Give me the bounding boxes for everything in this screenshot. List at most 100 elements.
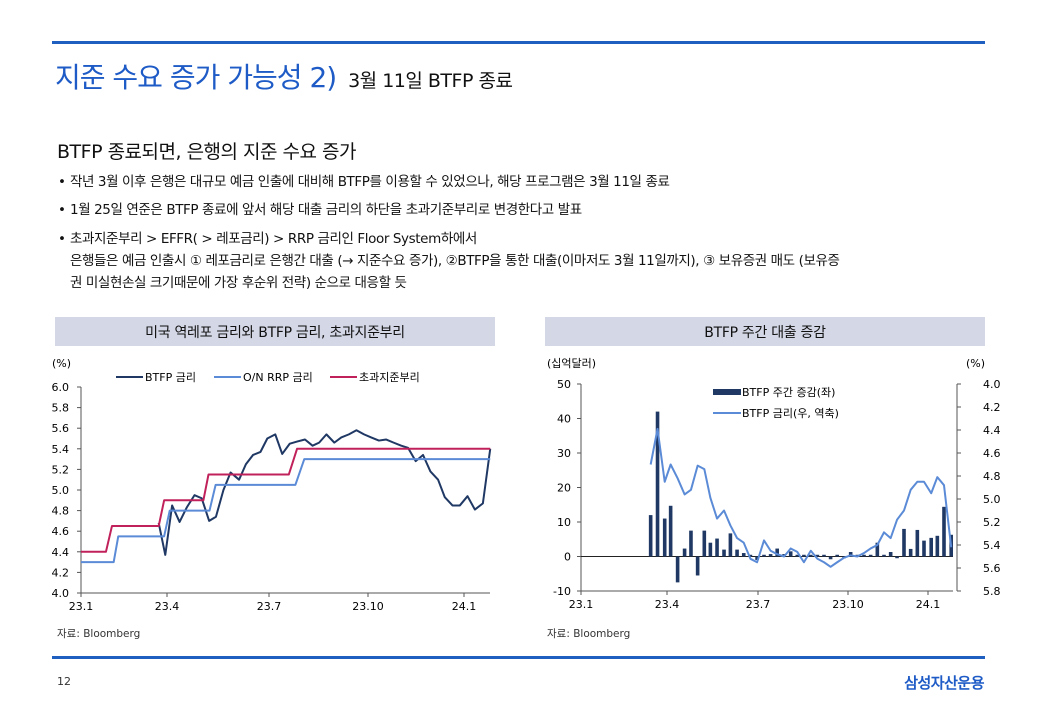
y-tick-label-left: 30 <box>557 447 571 460</box>
bar <box>935 535 940 557</box>
x-tick-label: 24.1 <box>452 600 477 613</box>
bar <box>762 554 766 557</box>
y-tick-label-right: 4.6 <box>983 447 1001 460</box>
y-tick-label-left: 40 <box>557 413 571 426</box>
bullet-text: 작년 3월 이후 은행은 대규모 예금 인출에 대비해 BTFP를 이용할 수 … <box>70 174 670 190</box>
bar <box>908 548 913 557</box>
bullet-text: 초과지준부리 > EFFR( > 레포금리) > RRP 금리인 Floor S… <box>70 231 477 247</box>
y-tick-label-left: 50 <box>557 378 571 391</box>
y-tick-label: 5.4 <box>52 443 70 456</box>
y-tick-label-left: -10 <box>553 585 571 598</box>
page-number: 12 <box>57 675 71 688</box>
y-tick-label-left: 0 <box>564 551 571 564</box>
y-tick-label-right: 4.2 <box>983 401 1001 414</box>
bullet-text: 1월 25일 연준은 BTFP 종료에 앞서 해당 대출 금리의 하단을 초과기… <box>70 202 582 218</box>
bar <box>655 411 660 557</box>
bar <box>795 554 800 557</box>
bottom-rule <box>52 656 985 659</box>
bar <box>788 551 793 557</box>
bar <box>648 515 653 557</box>
bar <box>748 554 753 557</box>
x-tick-label: 23.1 <box>569 598 594 611</box>
bar <box>702 530 707 557</box>
bar <box>922 540 926 557</box>
headline: BTFP 종료되면, 은행의 지준 수요 증가 <box>57 141 357 163</box>
bar <box>828 556 833 560</box>
y-tick-label-right: 4.0 <box>983 378 1001 391</box>
y-tick-label: 4.4 <box>52 546 70 559</box>
y-tick-label: 4.0 <box>52 587 70 600</box>
legend-label-line: BTFP 금리(우, 역축) <box>742 407 839 420</box>
y-tick-label-right: 4.8 <box>983 470 1001 483</box>
bar <box>775 548 779 557</box>
series-line-2 <box>81 458 491 564</box>
bar <box>895 556 899 559</box>
x-tick-label: 23.7 <box>746 598 771 611</box>
x-tick-label: 23.10 <box>352 600 384 613</box>
chart2-title: BTFP 주간 대출 증감 <box>545 317 985 346</box>
y-tick-label: 5.0 <box>52 484 70 497</box>
bar <box>822 554 826 557</box>
y-tick-label-left: 10 <box>557 516 571 529</box>
y-tick-label: 5.8 <box>52 402 70 415</box>
chart2-source: 자료: Bloomberg <box>547 628 631 640</box>
bar <box>668 505 673 557</box>
bullet-3-cont2: 권 미실현손실 크기때문에 가장 후순위 전략) 순으로 대응할 듯 <box>70 275 407 291</box>
bar <box>809 554 813 557</box>
bar <box>868 554 873 557</box>
y-tick-label-right: 5.6 <box>983 562 1001 575</box>
bar <box>942 506 946 557</box>
y-tick-label-right: 5.8 <box>983 585 1001 598</box>
bullet-2: • 1월 25일 연준은 BTFP 종료에 앞서 해당 대출 금리의 하단을 초과… <box>58 202 582 218</box>
series-line-btfp-rate <box>649 427 953 568</box>
series-line-3 <box>81 447 491 553</box>
y-tick-label-right: 5.4 <box>983 539 1001 552</box>
bar <box>708 542 713 557</box>
y-axis-label-right: (%) <box>966 357 985 370</box>
bar <box>728 533 733 557</box>
title-sub: 3월 11일 BTFP 종료 <box>348 70 513 92</box>
legend-label: 초과지준부리 <box>359 371 420 384</box>
bar <box>695 556 700 576</box>
y-tick-label: 4.2 <box>52 566 70 579</box>
bullet-1: • 작년 3월 이후 은행은 대규모 예금 인출에 대비해 BTFP를 이용할 수… <box>58 174 670 190</box>
y-axis-label-left: (십억달러) <box>547 357 596 370</box>
y-tick-label: 5.6 <box>52 422 70 435</box>
y-tick-label: 4.6 <box>52 525 70 538</box>
bar <box>662 518 667 557</box>
title-main: 지준 수요 증가 가능성 2) <box>55 61 337 94</box>
bar <box>848 552 853 557</box>
y-tick-label-left: 20 <box>557 482 571 495</box>
x-tick-label: 24.1 <box>916 598 941 611</box>
y-tick-label-right: 5.0 <box>983 493 1001 506</box>
y-axis-label: (%) <box>52 357 71 370</box>
bar <box>802 554 806 557</box>
legend-label: O/N RRP 금리 <box>243 371 313 384</box>
series-line-1 <box>157 429 492 556</box>
company-logo: 삼성자산운용 <box>904 674 984 692</box>
x-tick-label: 23.4 <box>155 600 180 613</box>
bar <box>689 530 693 557</box>
bar <box>915 529 920 557</box>
bar <box>755 556 759 560</box>
top-rule <box>52 41 985 44</box>
bar <box>741 553 746 557</box>
bar <box>888 552 893 557</box>
bar <box>875 542 880 557</box>
page-title: 지준 수요 증가 가능성 2) 3월 11일 BTFP 종료 <box>55 56 513 96</box>
y-tick-label-right: 4.4 <box>983 424 1001 437</box>
bar <box>862 554 866 557</box>
bar <box>735 549 739 557</box>
bar <box>675 556 680 583</box>
bar <box>882 554 886 557</box>
x-tick-label: 23.4 <box>655 598 680 611</box>
bar <box>715 538 719 557</box>
chart1-source: 자료: Bloomberg <box>57 628 141 640</box>
bullet-3-cont: 은행들은 예금 인출시 ① 레포금리로 은행간 대출 (→ 지준수요 증가), … <box>70 253 840 269</box>
x-tick-label: 23.7 <box>257 600 282 613</box>
bar <box>902 528 906 557</box>
y-tick-label-right: 5.2 <box>983 516 1001 529</box>
chart1-title: 미국 역레포 금리와 BTFP 금리, 초과지준부리 <box>55 317 495 346</box>
bar <box>682 548 687 557</box>
